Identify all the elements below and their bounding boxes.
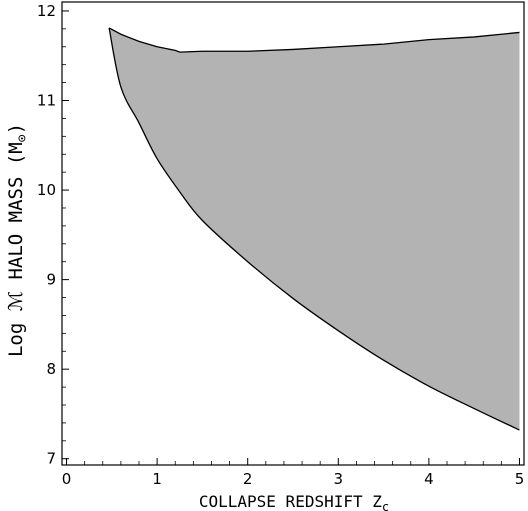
x-axis-label-subscript: c: [382, 500, 389, 511]
plot-frame: [61, 1, 525, 466]
x-tick-label: 3: [334, 470, 344, 488]
y-axis-label-close: ): [5, 123, 27, 134]
y-tick-label: 8: [46, 360, 56, 378]
x-axis-label-text: COLLAPSE REDSHIFT Z: [199, 492, 382, 511]
upper-boundary-line: [108, 27, 520, 53]
x-tick-label: 2: [243, 470, 253, 488]
y-axis-ticks: 7 8 9 10 11 12: [37, 2, 69, 468]
y-tick-label: 12: [37, 2, 56, 20]
solar-symbol: ⊙: [15, 134, 30, 142]
y-tick-label: 9: [46, 271, 56, 289]
y-tick-label: 11: [37, 92, 56, 110]
x-tick-label: 1: [152, 470, 162, 488]
x-axis-label: COLLAPSE REDSHIFT Zc: [199, 492, 389, 511]
y-tick-label: 7: [46, 450, 56, 468]
x-axis-ticks: 0 1 2 3 4 5: [62, 458, 524, 488]
x-tick-label: 4: [424, 470, 434, 488]
y-tick-label: 10: [37, 181, 56, 199]
x-tick-label: 5: [515, 470, 525, 488]
x-tick-label: 0: [62, 470, 72, 488]
y-axis-label-text: Log ℳ HALO MASS (M: [5, 142, 27, 357]
lower-boundary-line: [108, 27, 520, 431]
y-axis-label: Log ℳ HALO MASS (M⊙): [5, 123, 30, 357]
shaded-region: [109, 27, 520, 431]
